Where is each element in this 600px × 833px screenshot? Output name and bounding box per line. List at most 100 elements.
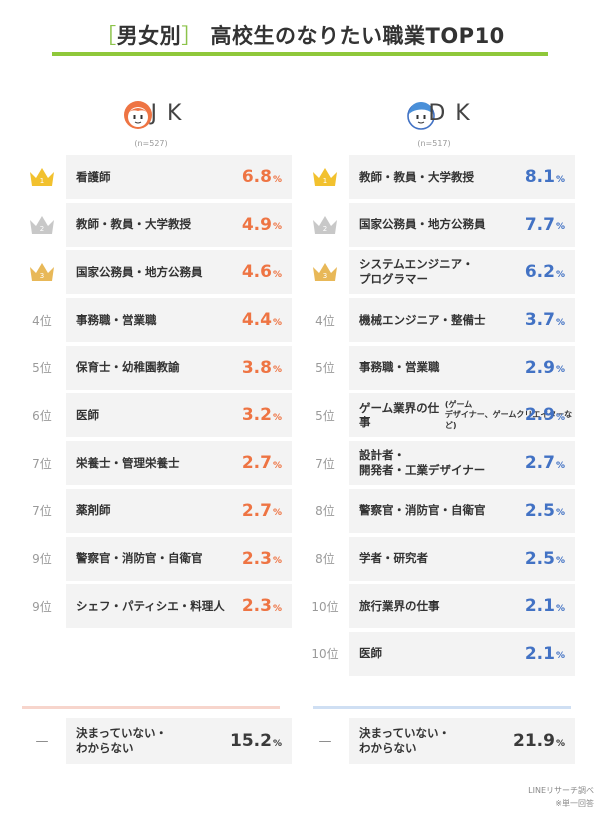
row-cell: システムエンジニア・ プログラマー 6.2% bbox=[349, 250, 575, 295]
value-number: 2.1 bbox=[524, 596, 555, 617]
value-number: 6.2 bbox=[524, 262, 555, 283]
table-row: 7位 栄養士・管理栄養士 2.7% bbox=[22, 441, 292, 486]
girl-face-icon bbox=[124, 101, 152, 129]
jk-sample-size: (n=527) bbox=[134, 139, 168, 148]
percentage-value: 2.7% bbox=[242, 489, 282, 533]
percentage-value: 3.7% bbox=[525, 298, 565, 342]
row-cell: 国家公務員・地方公務員 4.6% bbox=[66, 250, 292, 295]
job-name: 事務職・営業職 bbox=[76, 312, 157, 327]
percentage-value: 2.7% bbox=[242, 441, 282, 485]
percentage-value: 4.6% bbox=[242, 250, 282, 294]
row-cell: 警察官・消防官・自衛官 2.3% bbox=[66, 536, 292, 581]
crown-icon: 1 bbox=[313, 168, 337, 186]
value-number: 3.7 bbox=[524, 310, 555, 331]
rank-label: 8位 bbox=[315, 504, 335, 519]
dk-label: DK bbox=[428, 101, 480, 126]
rank-label: 1 bbox=[305, 155, 345, 199]
job-name: 国家公務員・地方公務員 bbox=[76, 264, 203, 279]
value-number: 6.8 bbox=[241, 167, 272, 187]
value-unit: % bbox=[555, 317, 565, 328]
row-cell: 医師 2.1% bbox=[349, 631, 575, 676]
rank-label: 2 bbox=[22, 203, 62, 247]
percentage-value: 2.5% bbox=[525, 489, 565, 533]
rank-label: 4位 bbox=[32, 313, 52, 328]
table-row: 7位 設計者・ 開発者・工業デザイナー 2.7% bbox=[305, 441, 575, 486]
row-cell: 医師 3.2% bbox=[66, 393, 292, 438]
title-main: 高校生のなりたい職業TOP10 bbox=[210, 24, 505, 48]
value-unit: % bbox=[272, 365, 282, 376]
rank-label: 7位 bbox=[315, 456, 335, 471]
rank-label: 10位 bbox=[311, 599, 339, 614]
job-name: 教師・教員・大学教授 bbox=[76, 217, 191, 232]
rank-label: 5位 bbox=[32, 361, 52, 376]
value-number: 2.5 bbox=[524, 500, 555, 521]
percentage-value: 6.8% bbox=[242, 155, 282, 199]
title-bracket-open: ［ bbox=[95, 24, 117, 48]
job-name: 旅行業界の仕事 bbox=[359, 598, 440, 613]
table-row: 10位 旅行業界の仕事 2.1% bbox=[305, 584, 575, 629]
rank-label: 10位 bbox=[311, 647, 339, 662]
job-name: 事務職・営業職 bbox=[359, 360, 440, 375]
value-number: 2.9 bbox=[524, 405, 555, 426]
job-name: 保育士・幼稚園教諭 bbox=[76, 360, 180, 375]
value-unit: % bbox=[272, 508, 282, 519]
percentage-value: 2.7% bbox=[525, 441, 565, 485]
job-name: 栄養士・管理栄養士 bbox=[76, 455, 180, 470]
row-cell: シェフ・パティシエ・料理人 2.3% bbox=[66, 584, 292, 629]
rank-label: 5位 bbox=[315, 361, 335, 376]
table-row: 9位 警察官・消防官・自衛官 2.3% bbox=[22, 536, 292, 581]
jk-rows: 1 看護師 6.8% 2 教師・教員・大学教授 4.9% 3 国家公務員・地方公務員 4.6% 4… bbox=[22, 155, 292, 629]
value-number: 3.2 bbox=[241, 405, 272, 426]
dk-rows: 1 教師・教員・大学教授 8.1% 2 国家公務員・地方公務員 7.7% 3 システムエンジニ… bbox=[305, 155, 575, 676]
percentage-value: 15.2% bbox=[230, 718, 282, 764]
rank-label: 3 bbox=[305, 250, 345, 294]
table-row: 10位 医師 2.1% bbox=[305, 631, 575, 676]
crown-rank-label: 1 bbox=[323, 177, 327, 185]
job-name: 薬剤師 bbox=[76, 503, 111, 518]
table-row: 7位 薬剤師 2.7% bbox=[22, 488, 292, 533]
percentage-value: 2.3% bbox=[242, 537, 282, 581]
value-number: 2.7 bbox=[524, 453, 555, 474]
table-row: 3 国家公務員・地方公務員 4.6% bbox=[22, 250, 292, 295]
value-unit: % bbox=[555, 412, 565, 423]
job-name: 警察官・消防官・自衛官 bbox=[359, 503, 486, 518]
value-number: 15.2 bbox=[230, 731, 272, 751]
undecided-rank: — bbox=[35, 733, 49, 749]
row-cell: 看護師 6.8% bbox=[66, 155, 292, 199]
percentage-value: 7.7% bbox=[525, 203, 565, 247]
value-unit: % bbox=[272, 738, 282, 749]
value-unit: % bbox=[272, 460, 282, 471]
table-row: 8位 学者・研究者 2.5% bbox=[305, 536, 575, 581]
undecided-cell: 決まっていない・ わからない 21.9% bbox=[349, 718, 575, 764]
row-cell: 機械エンジニア・整備士 3.7% bbox=[349, 298, 575, 343]
value-number: 4.6 bbox=[241, 262, 272, 283]
rank-label: 2 bbox=[305, 203, 345, 247]
boy-face-icon bbox=[407, 102, 435, 130]
row-cell: 教師・教員・大学教授 4.9% bbox=[66, 202, 292, 247]
percentage-value: 2.9% bbox=[525, 346, 565, 390]
table-row: 1 教師・教員・大学教授 8.1% bbox=[305, 155, 575, 199]
job-name: 学者・研究者 bbox=[359, 551, 428, 566]
value-unit: % bbox=[272, 174, 282, 185]
crown-icon: 1 bbox=[30, 168, 54, 186]
value-number: 2.7 bbox=[241, 500, 272, 521]
row-cell: 旅行業界の仕事 2.1% bbox=[349, 584, 575, 629]
value-number: 2.1 bbox=[524, 643, 555, 664]
crown-rank-label: 3 bbox=[323, 272, 327, 280]
jk-column: JK (n=527) 1 看護師 6.8% 2 教師・教員・大学教授 4.9% 3 国家公務員… bbox=[22, 95, 292, 632]
row-cell: 薬剤師 2.7% bbox=[66, 488, 292, 533]
job-name: 警察官・消防官・自衛官 bbox=[76, 551, 203, 566]
value-unit: % bbox=[555, 738, 565, 749]
undecided-rank: — bbox=[318, 733, 332, 749]
rank-label: 7位 bbox=[32, 504, 52, 519]
value-unit: % bbox=[272, 556, 282, 566]
dk-header: DK (n=517) bbox=[305, 95, 563, 155]
title-underline bbox=[52, 52, 548, 56]
value-number: 21.9 bbox=[513, 731, 555, 751]
value-number: 2.7 bbox=[241, 453, 272, 474]
percentage-value: 2.1% bbox=[525, 584, 565, 628]
value-unit: % bbox=[555, 651, 565, 662]
row-cell: 事務職・営業職 2.9% bbox=[349, 345, 575, 390]
value-unit: % bbox=[555, 365, 565, 376]
crown-icon: 2 bbox=[30, 215, 54, 234]
